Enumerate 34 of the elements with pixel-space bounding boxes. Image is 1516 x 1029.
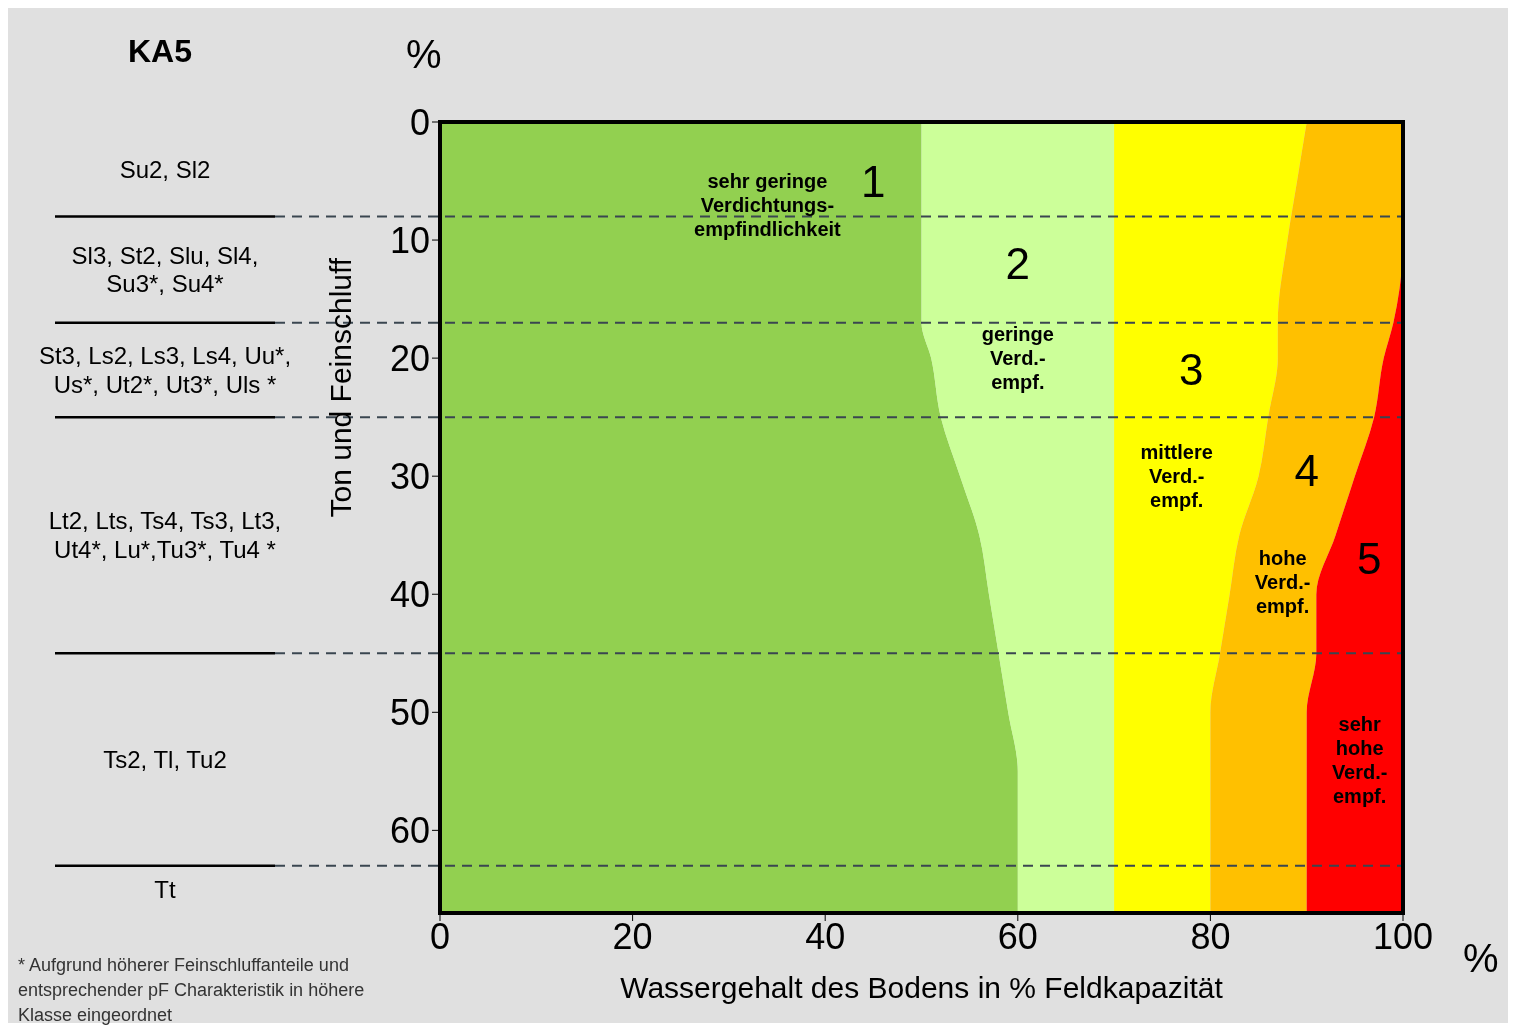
series-label: 3: [1178, 345, 1204, 395]
text: Ts2, Tl, Tu2: [103, 746, 227, 774]
series-label: 2: [1005, 239, 1031, 289]
y-axis-title: Ton und Feinschluff: [323, 257, 357, 518]
text: * Aufgrund höherer Feinschluffanteile und entsprechender pF Charakteristik in höhere Klasse eingeordnet: [18, 954, 365, 1027]
series-label: 1: [861, 156, 886, 206]
annotation: mittlere Verd.- empf.: [1140, 441, 1213, 512]
x-tick-label: 40: [805, 915, 846, 957]
annotation: geringe Verd.- empf.: [981, 323, 1054, 394]
x-tick-label: 100: [1372, 915, 1434, 957]
y-tick-label: 0: [409, 101, 430, 143]
text: %: [1463, 936, 1499, 981]
text: St3, Ls2, Ls3, Ls4, Uu*, Us*, Ut2*, Ut3*, Uls *: [38, 342, 292, 398]
series-label: 4: [1294, 445, 1319, 495]
y-tick-label: 30: [389, 455, 430, 497]
x-tick-label: 20: [612, 915, 653, 957]
y-tick-label: 50: [389, 692, 430, 734]
text: Lt2, Lts, Ts4, Ts3, Lt3, Ut4*, Lu*,Tu3*, Tu4 *: [48, 507, 282, 564]
text: Su2, Sl2: [119, 155, 211, 183]
y-tick-label: 10: [389, 219, 430, 261]
series-label: 5: [1357, 534, 1382, 584]
y-tick-label: 20: [389, 337, 430, 379]
annotation: hohe Verd.- empf.: [1254, 547, 1311, 618]
text: Sl3, St2, Slu, Sl4, Su3*, Su4*: [71, 241, 259, 298]
annotation: sehr geringe Verdichtungs- empfindlichkeit: [694, 169, 842, 240]
text: KA5: [128, 33, 193, 70]
x-axis-title: Wassergehalt des Bodens in % Feldkapazität: [620, 971, 1224, 1004]
y-tick-label: 40: [389, 574, 430, 616]
x-tick-label: 60: [997, 915, 1038, 957]
annotation: sehr hohe Verd.- empf.: [1331, 712, 1388, 807]
x-tick-label: 80: [1190, 915, 1231, 957]
text: Tt: [154, 875, 176, 903]
text: %: [406, 32, 442, 77]
y-tick-label: 60: [389, 810, 430, 852]
